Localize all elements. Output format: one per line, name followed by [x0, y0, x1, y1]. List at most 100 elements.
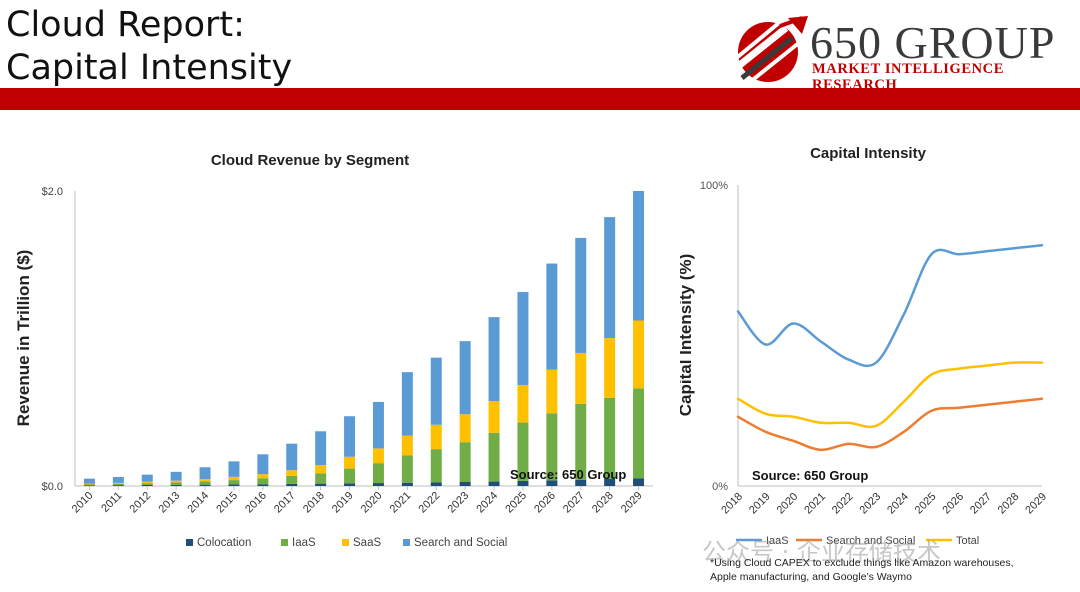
title-line-1: Cloud Report: [6, 5, 245, 45]
x-tick-label: 2015 [214, 490, 240, 516]
bar-colocation [575, 479, 587, 486]
bar-iaas [315, 473, 327, 484]
bar-search-social [575, 237, 587, 353]
bar-iaas [170, 482, 182, 485]
bar-colocation [517, 480, 529, 486]
bar-iaas [199, 481, 211, 485]
y-tick-label: $0.0 [42, 481, 63, 493]
bar-search-social [459, 341, 471, 415]
bar-search-social [199, 467, 211, 480]
logo-swoosh-icon [732, 16, 808, 84]
capital-intensity-line-chart: Capital Intensity Capital Intensity (%) … [680, 145, 1049, 547]
bar-saas [604, 338, 616, 398]
x-tick-label: 2011 [99, 490, 124, 515]
x-tick-label: 2023 [858, 491, 884, 517]
bar-colocation [170, 484, 182, 486]
bar-colocation [372, 483, 384, 486]
legend-swatch [403, 539, 410, 546]
bar-iaas [112, 483, 124, 486]
bar-chart-source: Source: 650 Group [510, 467, 626, 482]
bar-colocation [344, 483, 356, 486]
bar-chart-y-axis-label: Revenue in Trillion ($) [14, 250, 33, 427]
bar-saas [459, 414, 471, 443]
page-title: Cloud Report: Capital Intensity [6, 4, 292, 90]
footnote-line-1: *Using Cloud CAPEX to exclude things lik… [710, 557, 1014, 569]
bar-saas [199, 479, 211, 482]
cloud-revenue-bar-chart: Cloud Revenue by Segment Revenue in Tril… [14, 152, 653, 549]
bar-colocation [112, 485, 124, 486]
bar-iaas [401, 455, 413, 483]
bar-colocation [401, 482, 413, 486]
x-tick-label: 2024 [885, 491, 911, 517]
bar-search-social [604, 217, 616, 339]
bar-saas [228, 476, 240, 481]
bar-search-social [488, 317, 500, 402]
x-tick-label: 2028 [590, 490, 616, 516]
x-tick-label: 2019 [330, 490, 356, 516]
bar-colocation [83, 485, 95, 486]
bar-saas [83, 483, 95, 485]
bar-saas [112, 482, 124, 484]
bar-saas [401, 435, 413, 456]
title-line-2: Capital Intensity [6, 48, 293, 88]
bar-iaas [83, 484, 95, 486]
bar-search-social [83, 478, 95, 484]
bar-colocation [199, 484, 211, 486]
legend-label: Search and Social [826, 535, 915, 547]
bar-iaas [459, 442, 471, 483]
bar-iaas [430, 449, 442, 483]
bar-saas [141, 481, 153, 484]
bar-saas [488, 401, 500, 433]
bar-chart-title: Cloud Revenue by Segment [211, 152, 409, 169]
bar-search-social [315, 431, 327, 466]
bar-search-social [170, 471, 182, 481]
y-tick-label: $2.0 [42, 186, 63, 198]
x-tick-label: 2021 [802, 491, 828, 517]
x-tick-label: 2029 [619, 490, 645, 516]
x-tick-label: 2026 [532, 490, 558, 516]
bar-colocation [228, 484, 240, 486]
bar-colocation [459, 482, 471, 486]
x-tick-label: 2026 [940, 491, 966, 517]
x-tick-label: 2027 [561, 490, 587, 516]
x-tick-label: 2019 [747, 491, 773, 517]
bar-saas [315, 465, 327, 474]
x-tick-label: 2020 [359, 490, 385, 516]
x-tick-label: 2020 [775, 491, 801, 517]
bar-iaas [633, 388, 645, 479]
bar-search-social [517, 292, 529, 385]
x-tick-label: 2018 [301, 490, 327, 516]
bar-saas [517, 384, 529, 423]
legend-swatch [281, 539, 288, 546]
bar-search-social [372, 401, 384, 449]
legend-label: IaaS [766, 535, 789, 547]
watermark-text: 公众号 · 企业存储技术 [702, 538, 941, 566]
bar-colocation [141, 484, 153, 486]
bar-search-social [344, 416, 356, 457]
x-tick-label: 2012 [128, 490, 154, 516]
bar-iaas [286, 475, 298, 484]
x-tick-label: 2029 [1023, 491, 1049, 517]
bar-search-social [401, 372, 413, 436]
x-tick-label: 2023 [445, 490, 471, 516]
bar-colocation [430, 482, 442, 486]
footnote-line-2: Apple manufacturing, and Google’s Waymo [710, 571, 912, 583]
legend-label: SaaS [353, 537, 381, 549]
bar-colocation [604, 478, 616, 486]
bar-saas [372, 448, 384, 464]
bar-colocation [633, 478, 645, 486]
bar-saas [286, 470, 298, 476]
bar-saas [633, 320, 645, 389]
bar-iaas [517, 422, 529, 481]
line-iaas [736, 243, 1044, 368]
x-tick-label: 2027 [968, 491, 994, 517]
bar-iaas [141, 483, 153, 485]
bar-colocation [257, 484, 269, 486]
x-tick-label: 2025 [503, 490, 529, 516]
x-tick-label: 2025 [913, 491, 939, 517]
bar-saas [344, 456, 356, 469]
line-total [736, 361, 1044, 429]
bar-search-social [633, 191, 645, 321]
x-tick-label: 2024 [474, 490, 500, 516]
bar-iaas [228, 480, 240, 485]
